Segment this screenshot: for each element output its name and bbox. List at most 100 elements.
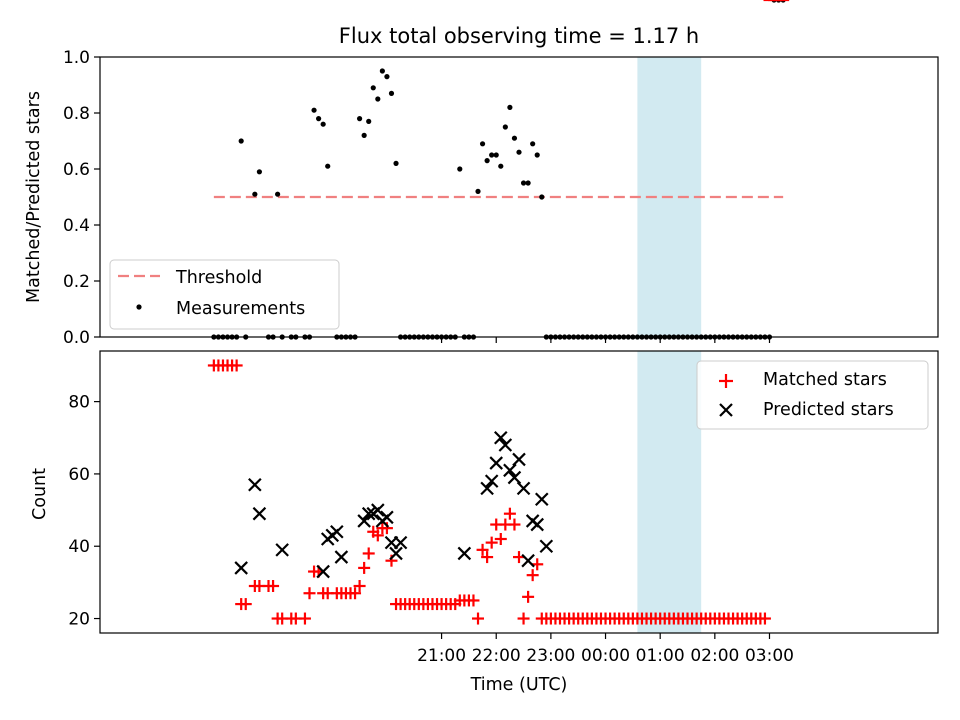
- top-y-tick-label: 0.0: [63, 328, 90, 348]
- matched-star-point: [239, 598, 252, 611]
- bottom-x-tick-label: 01:00: [636, 646, 685, 666]
- measurement-points: [211, 0, 786, 340]
- bottom-legend: Matched stars Predicted stars: [696, 360, 929, 430]
- top-panel: 0.0 0.2 0.4 0.6 0.8 1.0 Flux total observing …: [24, 0, 939, 348]
- measurement-point: [384, 74, 390, 80]
- measurement-point: [489, 152, 495, 158]
- matched-star-point: [476, 543, 489, 556]
- predicted-star-point: [380, 510, 394, 525]
- measurement-point: [475, 188, 481, 194]
- matched-star-point: [485, 536, 498, 549]
- legend-predicted-swatch: [719, 403, 733, 417]
- top-y-tick-label: 0.2: [63, 272, 90, 292]
- legend-matched-label: Matched stars: [763, 370, 887, 390]
- predicted-star-point: [507, 470, 522, 485]
- predicted-star-point: [252, 506, 267, 521]
- predicted-star-point: [503, 463, 517, 478]
- predicted-star-point: [389, 546, 403, 561]
- matched-star-point: [522, 590, 535, 603]
- legend-measurements-swatch: [136, 304, 142, 310]
- measurement-point: [534, 152, 540, 158]
- predicted-star-point: [539, 539, 554, 554]
- measurement-point: [507, 104, 513, 110]
- bottom-y-tick-label: 40: [68, 537, 90, 557]
- matched-star-point: [349, 587, 362, 600]
- matched-star-point: [472, 612, 485, 625]
- bottom-axes-frame: [99, 350, 939, 634]
- measurement-point: [525, 180, 531, 186]
- x-axis-label: Time (UTC): [470, 675, 568, 695]
- bottom-x-tick-label: 00:00: [581, 646, 630, 666]
- measurement-point: [484, 158, 490, 164]
- matched-star-point: [358, 561, 371, 574]
- measurement-point: [311, 107, 317, 113]
- predicted-star-point: [498, 438, 513, 452]
- top-y-axis-label: Matched/Predicted stars: [24, 91, 44, 303]
- matched-star-point: [230, 359, 243, 372]
- predicted-star-point: [494, 430, 508, 445]
- predicted-star-point: [248, 477, 262, 492]
- legend-predicted-label: Predicted stars: [763, 400, 894, 420]
- predicted-star-point: [275, 543, 289, 557]
- measurement-point: [275, 191, 281, 197]
- measurement-point: [498, 163, 504, 169]
- measurement-point: [539, 194, 545, 200]
- bottom-panel: 20 40 60 80 21:00 22:00 23:00 00:00 01:00 02:00 0…: [30, 0, 939, 695]
- measurement-point: [316, 116, 322, 122]
- predicted-stars-points: [234, 430, 554, 579]
- matched-star-point: [353, 580, 366, 592]
- bottom-legend-box: [696, 360, 929, 430]
- top-y-tick-label: 0.6: [63, 160, 90, 180]
- bottom-x-ticks: 21:00 22:00 23:00 00:00 01:00 02:00 03:00: [417, 633, 794, 666]
- matched-star-point: [508, 518, 521, 531]
- bottom-y-axis-label: Count: [30, 468, 50, 520]
- measurement-point: [366, 118, 372, 124]
- matched-stars-points: [207, 0, 790, 625]
- measurement-point: [516, 149, 522, 155]
- legend-threshold-label: Threshold: [175, 268, 262, 288]
- matched-star-point: [303, 587, 316, 600]
- matched-star-point: [362, 547, 375, 560]
- measurement-point: [356, 116, 363, 122]
- predicted-star-point: [530, 517, 544, 532]
- measurement-point: [493, 152, 499, 158]
- matched-star-point: [481, 551, 494, 564]
- measurement-point: [320, 121, 326, 127]
- predicted-star-point: [361, 506, 376, 521]
- measurement-point: [393, 160, 399, 166]
- predicted-star-point: [484, 474, 499, 488]
- bottom-y-tick-label: 80: [68, 393, 90, 413]
- bottom-y-tick-label: 20: [68, 610, 90, 630]
- predicted-star-point: [234, 561, 248, 575]
- predicted-star-point: [316, 564, 330, 579]
- chart-title: Flux total observing time = 1.17 h: [339, 24, 699, 48]
- matched-star-point: [371, 529, 384, 542]
- matched-star-point: [494, 533, 507, 545]
- bottom-y-ticks: 20 40 60 80: [68, 393, 100, 630]
- measurement-point: [370, 85, 376, 91]
- bottom-x-tick-label: 22:00: [472, 646, 521, 666]
- measurement-point: [379, 68, 385, 74]
- measurement-point: [375, 96, 381, 102]
- predicted-star-point: [516, 481, 531, 496]
- bottom-highlight-span: [637, 351, 702, 633]
- predicted-star-point: [521, 553, 535, 568]
- top-y-tick-label: 0.4: [63, 216, 90, 236]
- matched-star-point: [517, 612, 530, 625]
- matched-star-point: [267, 580, 280, 592]
- measurement-point: [530, 141, 536, 147]
- predicted-star-point: [489, 456, 504, 470]
- predicted-star-point: [393, 535, 408, 550]
- top-axes-frame: [99, 56, 939, 338]
- matched-star-point: [298, 612, 311, 625]
- measurement-point: [238, 138, 244, 144]
- measurement-point: [388, 90, 395, 96]
- top-legend-box: [109, 259, 340, 330]
- predicted-star-point: [512, 452, 526, 467]
- measurement-point: [502, 124, 508, 130]
- predicted-star-point: [480, 481, 494, 496]
- predicted-star-point: [357, 514, 371, 528]
- bottom-y-tick-label: 60: [68, 465, 90, 485]
- predicted-star-point: [534, 492, 549, 507]
